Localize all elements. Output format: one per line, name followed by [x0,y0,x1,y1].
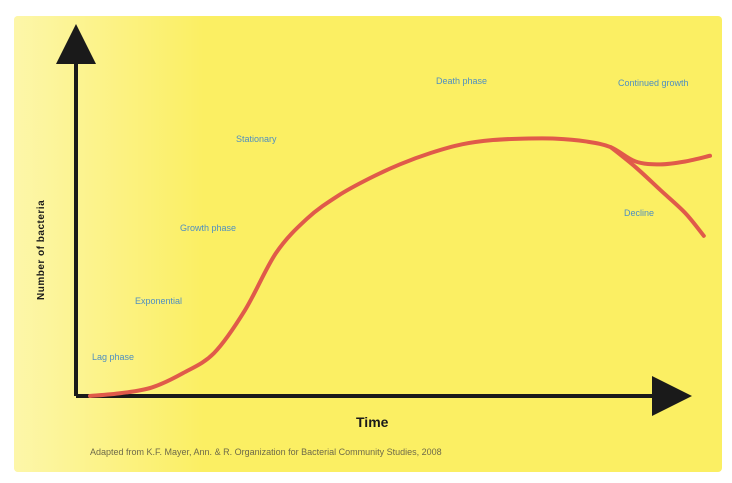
stage-label-decline: Decline [624,208,655,218]
x-axis-label: Time [356,414,389,430]
y-axis-label: Number of bacteria [36,199,47,300]
stage-label-stationary-a: Stationary [236,134,277,144]
growth-curve-line [88,136,712,398]
stage-label-lag: Lag phase [92,352,135,362]
stage-label-continued: Continued growth [618,78,689,88]
decline-curve-line [608,145,706,238]
stage-label-death: Death phase [436,76,488,86]
stage-label-growth: Growth phase [180,223,237,233]
stage-label-exponential: Exponential [135,296,183,306]
source-caption: Adapted from K.F. Mayer, Ann. & R. Organ… [90,447,442,457]
